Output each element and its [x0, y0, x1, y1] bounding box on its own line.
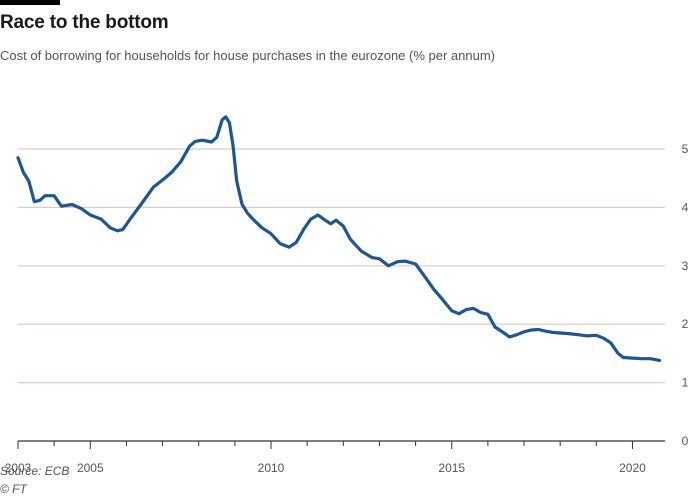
x-tick-label: 2010: [258, 461, 285, 475]
x-tick-label: 2005: [77, 461, 104, 475]
ft-top-bar: [0, 0, 60, 5]
x-axis: 2003 2005 2010 2015 2020: [5, 440, 665, 475]
y-axis: 0 1 2 3 4 5: [682, 142, 689, 448]
y-tick-label: 5: [682, 142, 689, 156]
series-layer: [16, 115, 662, 362]
chart-subtitle: Cost of borrowing for households for hou…: [0, 48, 496, 63]
x-tick-label: 2020: [619, 461, 646, 475]
x-tick-label: 2003: [5, 461, 32, 475]
y-tick-label: 1: [682, 376, 689, 390]
y-tick-label: 0: [682, 434, 689, 448]
source-note: Source: ECB: [0, 464, 70, 478]
ft-credit: © FT: [0, 482, 27, 496]
series-line-0: [16, 115, 662, 362]
y-tick-label: 3: [682, 259, 689, 273]
x-tick-label: 2015: [438, 461, 465, 475]
gridlines: [18, 148, 665, 384]
y-tick-label: 4: [682, 200, 689, 214]
y-tick-label: 2: [682, 317, 689, 331]
chart-title: Race to the bottom: [0, 12, 169, 33]
